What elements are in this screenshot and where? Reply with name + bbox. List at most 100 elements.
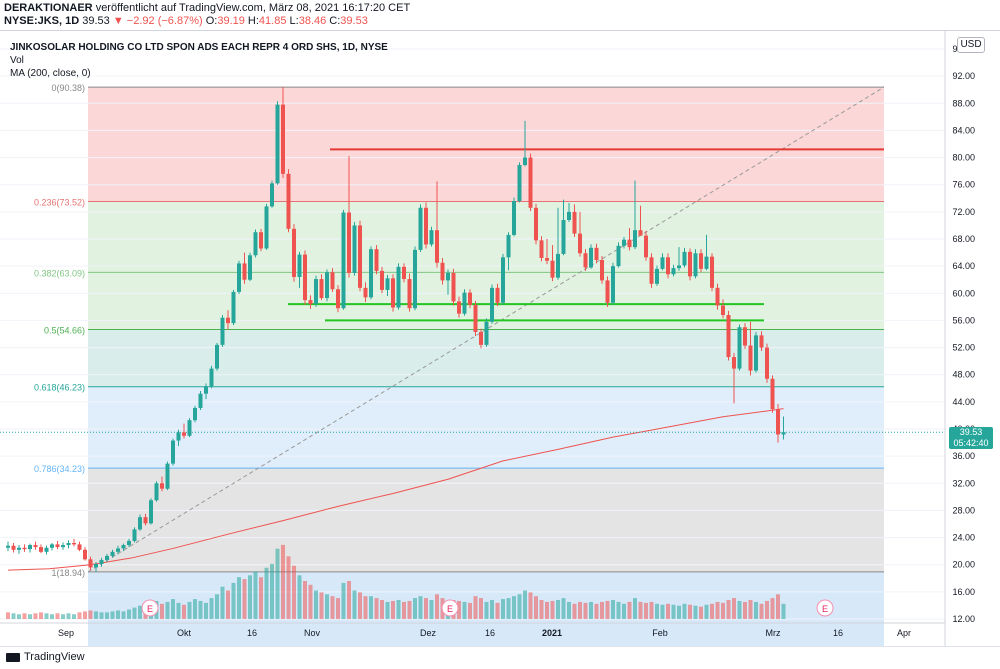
symbol-label: NYSE:JKS, 1D bbox=[4, 15, 80, 27]
publish-line: DERAKTIONAER veröffentlicht auf TradingV… bbox=[4, 2, 410, 14]
volume-bar bbox=[110, 611, 115, 619]
volume-bar bbox=[127, 609, 131, 619]
y-tick-label: 32.00 bbox=[952, 478, 975, 488]
chart-area[interactable]: 0(90.38) 0.236(73.52) 0.382(63.09) 0.5(54.6… bbox=[0, 30, 1000, 646]
legend-ma[interactable]: MA (200, close, 0) bbox=[10, 68, 91, 79]
currency-button[interactable]: USD bbox=[957, 37, 985, 53]
volume-bar bbox=[77, 612, 82, 619]
close-value: 39.53 bbox=[340, 15, 368, 27]
volume-bar bbox=[275, 548, 280, 619]
volume-bar bbox=[330, 596, 335, 619]
earnings-marker-label: E bbox=[447, 604, 453, 614]
volume-bar bbox=[605, 600, 610, 619]
candle-body bbox=[319, 279, 324, 299]
footer: TradingView bbox=[0, 646, 1000, 669]
candle-body bbox=[209, 368, 214, 387]
volume-bar bbox=[413, 598, 417, 619]
candle-body bbox=[567, 211, 571, 220]
candle-body bbox=[66, 543, 71, 546]
candle-body bbox=[418, 207, 423, 250]
candle-body bbox=[611, 266, 615, 303]
candle-body bbox=[17, 547, 21, 550]
volume-bar bbox=[655, 603, 659, 619]
fib-zone bbox=[88, 468, 884, 572]
volume-bar bbox=[319, 592, 324, 619]
y-tick-label: 60.00 bbox=[952, 288, 975, 298]
volume-bar bbox=[578, 601, 582, 619]
x-tick-label: Nov bbox=[304, 628, 321, 638]
fib-level-label: 0.5(54.66) bbox=[44, 326, 85, 336]
candle-body bbox=[721, 305, 725, 315]
y-tick-label: 72.00 bbox=[952, 207, 975, 217]
volume-bar bbox=[462, 601, 467, 619]
candle-body bbox=[83, 549, 87, 560]
candle-body bbox=[363, 287, 368, 298]
candle-body bbox=[55, 544, 60, 548]
candle-body bbox=[275, 104, 280, 184]
author-name[interactable]: DERAKTIONAER bbox=[4, 2, 93, 14]
volume-bar bbox=[237, 577, 241, 619]
earnings-marker-label: E bbox=[147, 604, 153, 614]
candle-body bbox=[589, 247, 593, 268]
candle-body bbox=[693, 253, 698, 277]
candle-body bbox=[358, 225, 362, 288]
candle-body bbox=[550, 260, 555, 278]
y-tick-label: 68.00 bbox=[952, 234, 975, 244]
volume-bar bbox=[55, 613, 60, 619]
volume-bar bbox=[17, 614, 21, 619]
volume-bar bbox=[72, 614, 76, 619]
candle-body bbox=[435, 230, 439, 263]
tradingview-logo[interactable]: TradingView bbox=[6, 651, 85, 663]
candle-body bbox=[490, 287, 494, 322]
candle-body bbox=[660, 257, 665, 269]
last-price: 39.53 bbox=[82, 15, 110, 27]
candle-body bbox=[446, 272, 450, 281]
candle-body bbox=[28, 545, 32, 550]
volume-bar bbox=[754, 601, 758, 619]
candle-body bbox=[627, 239, 632, 248]
candle-body bbox=[143, 517, 148, 524]
price-chart[interactable]: 0(90.38) 0.236(73.52) 0.382(63.09) 0.5(54.6… bbox=[0, 31, 1000, 646]
y-tick-label: 44.00 bbox=[952, 397, 975, 407]
candle-body bbox=[759, 335, 764, 348]
volume-bar bbox=[660, 604, 665, 619]
candle-body bbox=[391, 278, 395, 308]
candle-body bbox=[165, 463, 170, 489]
volume-bar bbox=[209, 598, 214, 619]
volume-bar bbox=[435, 594, 439, 619]
volume-bar bbox=[644, 602, 648, 619]
y-tick-label: 80.00 bbox=[952, 153, 975, 163]
fib-level-label: 0.786(34.23) bbox=[34, 464, 85, 474]
candle-body bbox=[292, 228, 296, 277]
x-tick-label: Apr bbox=[897, 628, 911, 638]
legend-title: JINKOSOLAR HOLDING CO LTD SPON ADS EACH … bbox=[10, 42, 388, 53]
candle-body bbox=[468, 292, 472, 305]
publish-header: DERAKTIONAER veröffentlicht auf TradingV… bbox=[0, 0, 1000, 30]
volume-bar bbox=[633, 598, 637, 619]
countdown-timer: 05:42:40 bbox=[953, 438, 989, 448]
candle-body bbox=[314, 279, 318, 305]
high-label: H: bbox=[247, 15, 259, 27]
candle-body bbox=[220, 317, 225, 345]
candle-body bbox=[770, 378, 775, 410]
volume-bar bbox=[116, 610, 120, 619]
candle-body bbox=[385, 278, 390, 290]
volume-bar bbox=[539, 600, 544, 619]
candle-body bbox=[198, 393, 203, 408]
candle-body bbox=[528, 157, 533, 208]
volume-bar bbox=[418, 596, 423, 619]
candle-body bbox=[781, 432, 786, 435]
candle-body bbox=[765, 347, 769, 379]
volume-bar bbox=[429, 600, 434, 619]
volume-bar bbox=[308, 584, 313, 619]
candle-body bbox=[440, 262, 445, 281]
volume-bar bbox=[198, 600, 203, 619]
volume-bar bbox=[781, 603, 786, 619]
open-value: 39.19 bbox=[217, 15, 245, 27]
volume-bar bbox=[732, 598, 736, 619]
volume-bar bbox=[83, 611, 87, 619]
legend-volume[interactable]: Vol bbox=[10, 55, 24, 66]
volume-bar bbox=[765, 600, 769, 619]
volume-bar bbox=[226, 590, 230, 619]
candle-body bbox=[677, 265, 681, 269]
